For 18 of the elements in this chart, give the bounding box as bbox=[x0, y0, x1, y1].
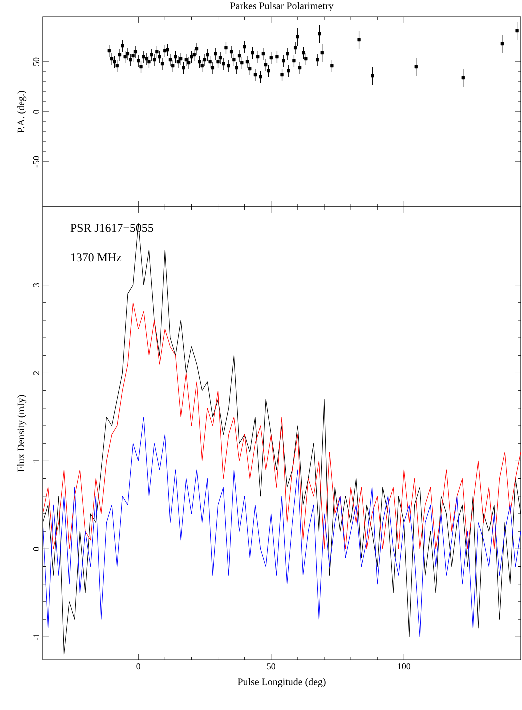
y-tick-label: -50 bbox=[33, 156, 40, 168]
x-tick-label: 50 bbox=[267, 664, 276, 670]
y-tick-label: -1 bbox=[34, 634, 40, 641]
x-tick-label: 100 bbox=[398, 664, 411, 670]
line-series bbox=[43, 302, 522, 550]
chart-title: Parkes Pulsar Polarimetry bbox=[230, 2, 334, 12]
x-axis-title: Pulse Longitude (deg) bbox=[238, 678, 326, 688]
line-series bbox=[43, 416, 522, 638]
y-axis-title: P.A. (deg.) bbox=[18, 91, 27, 134]
y-axis-title: Flux Density (mJy) bbox=[18, 395, 27, 472]
y-tick-label: 3 bbox=[33, 283, 40, 288]
y-tick-label: 0 bbox=[33, 547, 40, 552]
y-tick-label: 1 bbox=[34, 459, 40, 463]
y-tick-label: 0 bbox=[33, 110, 40, 114]
y-tick-label: 2 bbox=[34, 372, 40, 376]
y-tick-label: 50 bbox=[33, 58, 40, 66]
x-tick-label: 0 bbox=[136, 664, 140, 670]
annotation: 1370 MHz bbox=[71, 254, 122, 262]
